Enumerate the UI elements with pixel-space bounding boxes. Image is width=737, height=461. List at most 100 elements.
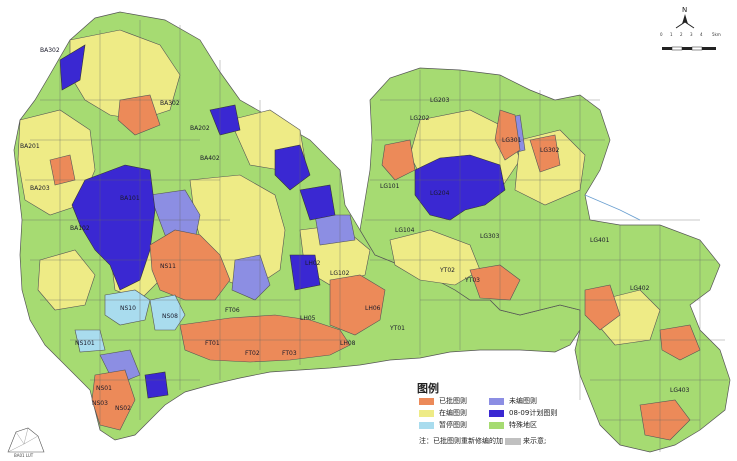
- legend-swatch: [419, 409, 434, 417]
- district-label: BA402: [200, 155, 220, 162]
- district-label: BA302: [160, 100, 180, 107]
- district-label: LG102: [330, 270, 350, 277]
- planned-region-ba401: [71, 164, 156, 291]
- district-label: LG301: [502, 137, 522, 144]
- district-label: LH08: [340, 340, 356, 347]
- north-label: N: [682, 6, 687, 14]
- legend-swatch: [419, 397, 434, 405]
- scale-tick: 3: [690, 32, 693, 37]
- planned-region-south: [144, 371, 169, 399]
- district-label: LG101: [380, 183, 400, 190]
- legend-item-editing: 在编图则: [419, 408, 467, 418]
- legend-label: 未编图则: [509, 397, 537, 405]
- legend-swatch: [489, 397, 504, 405]
- legend-note-prefix: 注：已批图则重新修编的加: [419, 437, 503, 445]
- legend-item-unedited: 未编图则: [489, 396, 537, 406]
- unedited-region-2: [231, 254, 271, 301]
- district-label: NS01: [96, 385, 112, 392]
- district-label: BA201: [20, 143, 40, 150]
- district-label: NS11: [160, 263, 176, 270]
- inset-map-icon: [6, 422, 46, 456]
- district-label: FT03: [282, 350, 297, 357]
- planned-region-central2: [299, 184, 336, 221]
- legend-title: 图例: [417, 382, 439, 395]
- legend-item-paused: 暂停图则: [419, 420, 467, 430]
- north-arrow-icon: [682, 14, 688, 24]
- district-label: YT03: [464, 277, 480, 284]
- approved-region-nanshan-south: [91, 369, 136, 431]
- district-labels: BA302 BA202 BA201 BA203 BA101 BA402 BA30…: [20, 47, 690, 412]
- approved-region-lg402: [584, 284, 621, 331]
- unedited-area-layer: [99, 114, 526, 386]
- approved-region-east1: [529, 134, 561, 173]
- district-label: NS02: [115, 405, 131, 412]
- district-label: NS03: [92, 400, 108, 407]
- district-label: BA101: [120, 195, 140, 202]
- coastline: [584, 194, 641, 221]
- district-label: LG104: [395, 227, 415, 234]
- legend-label: 特殊地区: [509, 421, 537, 429]
- scale-tick: 5km: [712, 32, 721, 37]
- district-label: LG203: [430, 97, 450, 104]
- district-grid: [22, 20, 728, 452]
- district-label: BA202: [190, 125, 210, 132]
- district-label: NS10: [120, 305, 136, 312]
- district-label: LG302: [540, 147, 560, 154]
- district-label: FT02: [245, 350, 260, 357]
- planned-region-north: [59, 44, 86, 91]
- approved-region-lh06: [329, 274, 386, 336]
- paused-region-1: [104, 289, 151, 326]
- approved-region-yantian: [469, 264, 521, 301]
- legend-label: 在编图则: [439, 409, 467, 417]
- legend-item-planned: 08-09计划图则: [489, 408, 557, 418]
- district-label: BA203: [30, 185, 50, 192]
- scale-bar: 0 1 2 3 4 5km: [660, 32, 721, 54]
- legend-item-approved: 已批图则: [419, 396, 467, 406]
- legend-swatch: [489, 421, 504, 429]
- district-label: BA102: [70, 225, 90, 232]
- legend-swatch: [489, 409, 504, 417]
- scale-tick: 2: [680, 32, 683, 37]
- district-label: FT01: [205, 340, 220, 347]
- district-label: YT01: [389, 325, 405, 332]
- editing-region-8: [389, 229, 481, 286]
- unedited-region-4: [314, 214, 356, 246]
- scale-tick: 1: [670, 32, 673, 37]
- approved-region-ns11: [149, 229, 231, 301]
- district-label: LG402: [630, 285, 650, 292]
- editing-region-10: [37, 249, 96, 311]
- district-label: LH05: [300, 315, 316, 322]
- legend-label: 已批图则: [439, 397, 467, 405]
- approved-region-lg301: [494, 109, 521, 161]
- unedited-region-1: [149, 189, 201, 241]
- district-label: NS08: [162, 313, 178, 320]
- approved-region-north1: [117, 94, 161, 136]
- legend-item-special: 特殊地区: [489, 420, 537, 430]
- district-label: FT06: [225, 307, 240, 314]
- planned-region-ba302: [209, 104, 241, 136]
- legend-swatch: [419, 421, 434, 429]
- scale-tick: 4: [700, 32, 703, 37]
- district-label: LH06: [365, 305, 381, 312]
- legend-note-swatch: [505, 437, 521, 445]
- legend-label: 08-09计划图则: [509, 409, 558, 417]
- approved-area-layer: [49, 94, 701, 441]
- district-label: LG303: [480, 233, 500, 240]
- scale-tick: 0: [660, 32, 663, 37]
- legend-label: 暂停图则: [439, 421, 467, 429]
- district-label: LG202: [410, 115, 430, 122]
- district-label: LH02: [305, 260, 321, 267]
- legend-note: 注：已批图则重新修编的加 来示意;: [419, 436, 546, 446]
- district-label: LG403: [670, 387, 690, 394]
- legend-note-suffix: 来示意;: [523, 437, 547, 445]
- paused-area-layer: [74, 289, 186, 353]
- planned-region-lh: [289, 254, 321, 291]
- district-label: YT02: [439, 267, 455, 274]
- district-label: NS101: [75, 340, 95, 347]
- north-arrow: N: [670, 4, 700, 34]
- approved-region-lg204w: [381, 139, 416, 181]
- inset-label: BA01 LUT: [14, 453, 34, 458]
- paused-region-3: [74, 329, 106, 353]
- district-label: BA302: [40, 47, 60, 54]
